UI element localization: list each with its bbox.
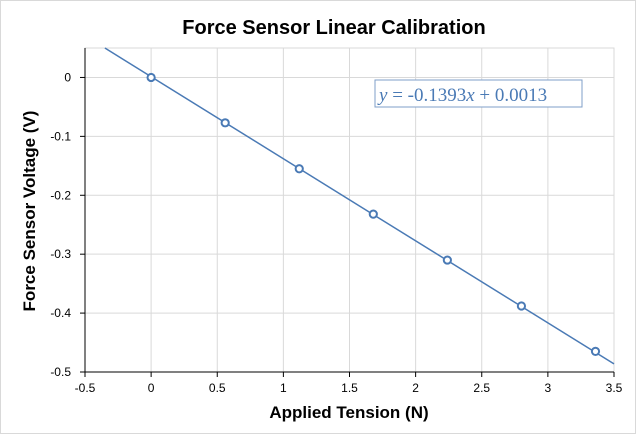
x-tick-label: 1 [280,381,287,395]
x-tick-label: 3.5 [606,381,623,395]
x-tick-label: 2 [412,381,419,395]
data-point [368,209,378,219]
y-tick-label: -0.2 [50,188,71,202]
point-layer [146,72,601,356]
trendline-equation: y = -0.1393x + 0.0013 [374,79,583,108]
y-axis-title: Force Sensor Voltage (V) [20,111,39,312]
y-tick-label: -0.5 [50,365,71,379]
x-tick-label: 0 [148,381,155,395]
data-point [516,301,527,311]
data-point [220,118,230,128]
data-point [442,255,452,265]
y-tick-label: 0 [64,70,71,84]
x-tick-label: 2.5 [473,381,490,395]
equation-text: y = -0.1393x + 0.0013 [377,85,547,106]
trendline [104,47,615,365]
x-tick-label: 3 [545,381,552,395]
x-tick-label: 0.5 [209,381,226,395]
equation-box-frame [374,79,583,108]
data-point [294,164,304,174]
tick-label-layer: -0.5 0 0.5 1 1.5 2 2.5 3 3.5 0 -0.1 -0.2 -0.3 -0.4 -0.… [50,70,622,395]
equation-slope: = -0.1393 [387,85,466,106]
equation-x-var: x [465,85,475,106]
x-tick-label: -0.5 [75,381,96,395]
axis-layer [80,48,615,377]
data-point [146,72,156,83]
equation-y-var: y [377,85,388,106]
y-tick-label: -0.3 [50,247,71,261]
x-axis-title: Applied Tension (N) [269,403,428,422]
chart-title: Force Sensor Linear Calibration [182,17,485,39]
y-tick-label: -0.1 [50,129,71,143]
y-tick-label: -0.4 [50,306,71,320]
equation-intercept: + 0.0013 [475,85,547,106]
x-tick-label: 1.5 [341,381,358,395]
trend-layer [104,47,615,365]
data-point [590,346,601,356]
